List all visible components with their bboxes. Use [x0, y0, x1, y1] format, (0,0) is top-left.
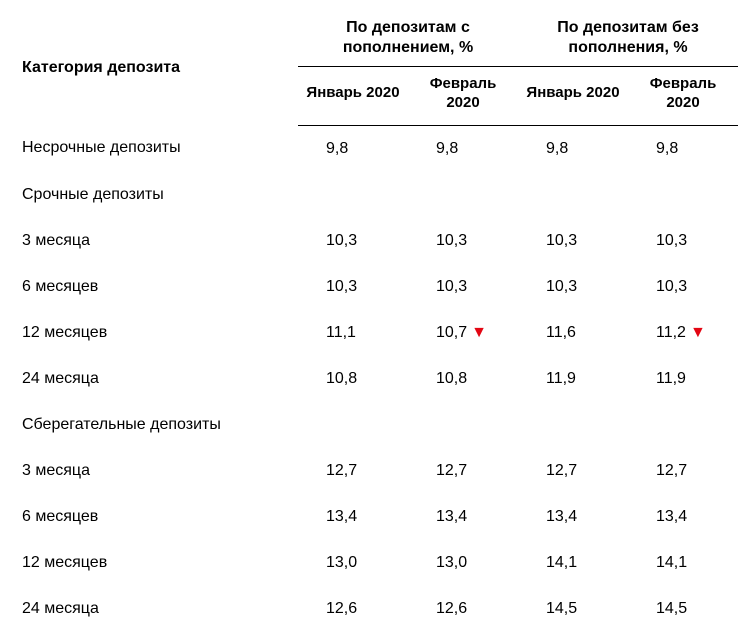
- row-label: Несрочные депозиты: [8, 125, 298, 172]
- table-row: 3 месяца12,712,712,712,7: [8, 448, 738, 494]
- cell-value: 14,5: [518, 586, 628, 632]
- row-label: 24 месяца: [8, 356, 298, 402]
- table-body: Несрочные депозиты9,89,89,89,8Срочные де…: [8, 125, 738, 632]
- deposit-rates-table: Категория депозита По депозитам с пополн…: [8, 8, 738, 632]
- cell-value: 13,4: [298, 494, 408, 540]
- cell-value: 10,3: [408, 264, 518, 310]
- subheader-feb-1: Февраль 2020: [408, 67, 518, 126]
- row-label: 12 месяцев: [8, 310, 298, 356]
- table-row: 24 месяца12,612,614,514,5: [8, 586, 738, 632]
- row-label: 3 месяца: [8, 218, 298, 264]
- cell-value: 10,3: [518, 264, 628, 310]
- cell-value: 9,8: [628, 125, 738, 172]
- cell-value: 11,6: [518, 310, 628, 356]
- row-label: 6 месяцев: [8, 494, 298, 540]
- header-group-with-refill: По депозитам с пополнением, %: [298, 8, 518, 67]
- section-label: Сберегательные депозиты: [8, 402, 738, 448]
- cell-value: 10,8: [408, 356, 518, 402]
- cell-value: 12,6: [408, 586, 518, 632]
- cell-value: 11,9: [628, 356, 738, 402]
- cell-value: 13,0: [298, 540, 408, 586]
- table-row: 3 месяца10,310,310,310,3: [8, 218, 738, 264]
- cell-value: 13,4: [408, 494, 518, 540]
- table-row: Несрочные депозиты9,89,89,89,8: [8, 125, 738, 172]
- row-label: 12 месяцев: [8, 540, 298, 586]
- row-label: 3 месяца: [8, 448, 298, 494]
- table-row: Сберегательные депозиты: [8, 402, 738, 448]
- cell-value: 9,8: [298, 125, 408, 172]
- cell-value: 10,7▼: [408, 310, 518, 356]
- cell-value: 14,1: [628, 540, 738, 586]
- cell-value: 11,1: [298, 310, 408, 356]
- cell-value: 13,0: [408, 540, 518, 586]
- cell-value: 11,2▼: [628, 310, 738, 356]
- cell-value: 10,8: [298, 356, 408, 402]
- table-row: 6 месяцев10,310,310,310,3: [8, 264, 738, 310]
- header-group-no-refill: По депозитам без пополнения, %: [518, 8, 738, 67]
- cell-value: 13,4: [518, 494, 628, 540]
- cell-value: 13,4: [628, 494, 738, 540]
- cell-value: 11,9: [518, 356, 628, 402]
- cell-value: 12,7: [628, 448, 738, 494]
- cell-value: 10,3: [298, 218, 408, 264]
- subheader-feb-2: Февраль 2020: [628, 67, 738, 126]
- subheader-jan-2: Январь 2020: [518, 67, 628, 126]
- section-label: Срочные депозиты: [8, 172, 738, 218]
- cell-value: 10,3: [628, 218, 738, 264]
- row-label: 6 месяцев: [8, 264, 298, 310]
- header-category: Категория депозита: [8, 8, 298, 125]
- table-row: 24 месяца10,810,811,911,9: [8, 356, 738, 402]
- cell-value: 14,5: [628, 586, 738, 632]
- row-label: 24 месяца: [8, 586, 298, 632]
- cell-value: 14,1: [518, 540, 628, 586]
- table-row: 12 месяцев13,013,014,114,1: [8, 540, 738, 586]
- table-row: 6 месяцев13,413,413,413,4: [8, 494, 738, 540]
- down-arrow-icon: ▼: [471, 324, 487, 342]
- cell-value: 9,8: [518, 125, 628, 172]
- cell-value: 12,7: [408, 448, 518, 494]
- table-row: 12 месяцев11,110,7▼11,611,2▼: [8, 310, 738, 356]
- table-row: Срочные депозиты: [8, 172, 738, 218]
- cell-value: 10,3: [518, 218, 628, 264]
- cell-value: 12,7: [518, 448, 628, 494]
- cell-value: 12,6: [298, 586, 408, 632]
- cell-value: 12,7: [298, 448, 408, 494]
- down-arrow-icon: ▼: [690, 324, 706, 342]
- cell-value: 9,8: [408, 125, 518, 172]
- cell-value: 10,3: [298, 264, 408, 310]
- cell-value: 10,3: [628, 264, 738, 310]
- subheader-jan-1: Январь 2020: [298, 67, 408, 126]
- cell-value: 10,3: [408, 218, 518, 264]
